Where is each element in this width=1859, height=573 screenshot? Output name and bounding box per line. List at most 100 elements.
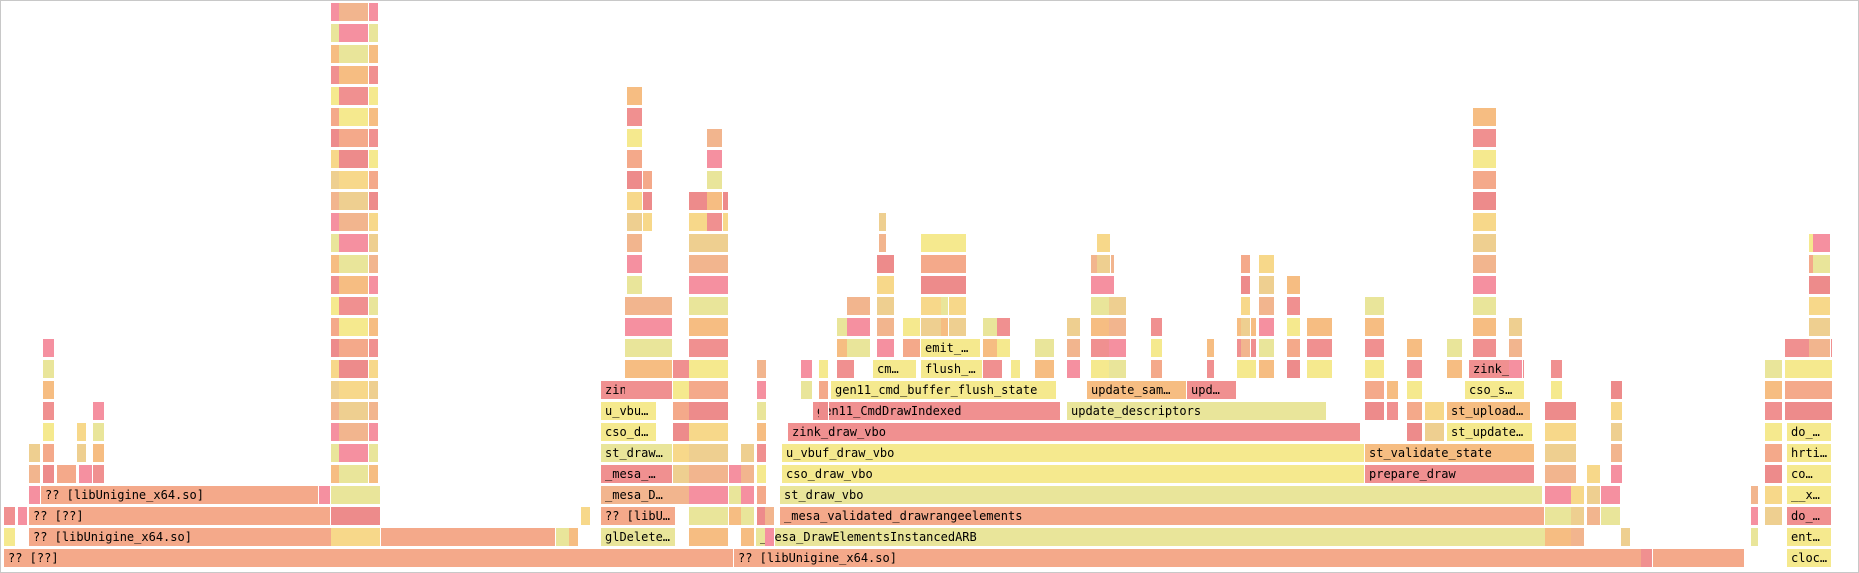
flame-frame[interactable]	[707, 171, 723, 190]
flame-frame[interactable]	[1207, 360, 1215, 379]
flame-frame[interactable]	[877, 276, 895, 295]
flame-frame[interactable]	[339, 129, 369, 148]
flame-frame[interactable]	[43, 381, 55, 400]
flame-frame[interactable]: st_draw_vbo	[780, 486, 1543, 505]
flame-frame[interactable]	[1545, 402, 1577, 421]
flame-frame[interactable]	[1035, 360, 1055, 379]
flame-frame[interactable]	[331, 486, 381, 505]
flame-frame[interactable]	[369, 234, 379, 253]
flame-frame[interactable]: update_descriptors	[1067, 402, 1327, 421]
flame-frame[interactable]	[1365, 402, 1385, 421]
flame-frame[interactable]	[757, 381, 767, 400]
flame-frame[interactable]	[1287, 360, 1301, 379]
flame-frame[interactable]	[689, 444, 729, 463]
flame-frame[interactable]	[1473, 318, 1497, 337]
flame-frame[interactable]	[29, 465, 41, 484]
flame-frame[interactable]: do_…	[1787, 423, 1832, 442]
flame-frame[interactable]	[741, 507, 755, 526]
flame-frame[interactable]	[79, 465, 93, 484]
flame-frame[interactable]	[689, 234, 729, 253]
flame-frame[interactable]	[1621, 528, 1631, 547]
flame-frame[interactable]	[689, 507, 729, 526]
flame-frame[interactable]: ?? [libUn…	[601, 507, 676, 526]
flame-frame[interactable]	[339, 423, 369, 442]
flame-frame[interactable]	[339, 0, 369, 1]
flame-frame[interactable]	[339, 444, 369, 463]
flame-frame[interactable]: ?? [??]	[4, 549, 734, 568]
flame-frame[interactable]	[643, 171, 653, 190]
flame-frame[interactable]	[1425, 402, 1445, 421]
flame-frame[interactable]	[93, 402, 105, 421]
flame-frame[interactable]	[369, 171, 379, 190]
flame-frame[interactable]	[339, 297, 369, 316]
flame-frame[interactable]	[1067, 318, 1081, 337]
flame-frame[interactable]	[627, 213, 643, 232]
flame-frame[interactable]	[1809, 318, 1831, 337]
flame-frame[interactable]	[57, 465, 77, 484]
flame-frame[interactable]	[879, 213, 887, 232]
flame-frame[interactable]	[1809, 297, 1831, 316]
flame-frame[interactable]	[1473, 339, 1497, 358]
flame-frame[interactable]	[569, 528, 579, 547]
flame-frame[interactable]	[1551, 381, 1563, 400]
flame-frame[interactable]	[1587, 507, 1601, 526]
flame-frame[interactable]	[1571, 486, 1585, 505]
flame-frame[interactable]: ?? [libUnigine_x64.so]	[734, 549, 1745, 568]
flame-frame[interactable]	[877, 255, 895, 274]
flame-frame[interactable]	[627, 108, 643, 127]
flame-frame[interactable]	[1473, 129, 1497, 148]
flame-frame[interactable]	[819, 360, 829, 379]
flame-frame[interactable]	[1509, 360, 1523, 379]
flame-frame[interactable]	[819, 381, 829, 400]
flame-frame[interactable]	[1151, 318, 1163, 337]
flame-frame[interactable]	[757, 402, 767, 421]
flame-frame[interactable]	[339, 402, 369, 421]
flame-frame[interactable]	[77, 444, 87, 463]
flame-frame[interactable]	[1407, 402, 1423, 421]
flame-frame[interactable]	[1601, 486, 1621, 505]
flame-frame[interactable]	[1765, 402, 1783, 421]
flame-frame[interactable]	[331, 507, 381, 526]
flame-frame[interactable]	[581, 507, 591, 526]
flame-frame[interactable]	[369, 297, 379, 316]
flame-frame[interactable]: zink_draw_vbo	[788, 423, 1361, 442]
flame-frame[interactable]	[339, 150, 369, 169]
flame-frame[interactable]	[369, 192, 379, 211]
flame-frame[interactable]	[1545, 444, 1577, 463]
flame-frame[interactable]	[1611, 402, 1623, 421]
flame-frame[interactable]	[689, 423, 729, 442]
flame-frame[interactable]: _mesa_DrawElementsInstancedARB	[756, 528, 1546, 547]
flame-frame[interactable]	[757, 423, 767, 442]
flame-frame[interactable]	[339, 360, 369, 379]
flame-frame[interactable]	[369, 129, 379, 148]
flame-frame[interactable]: u_vbu…	[601, 402, 657, 421]
flame-frame[interactable]	[339, 234, 369, 253]
flame-frame[interactable]	[997, 318, 1011, 337]
flame-frame[interactable]: cm…	[873, 360, 917, 379]
flame-frame[interactable]	[627, 171, 643, 190]
flame-frame[interactable]	[689, 318, 729, 337]
flame-frame[interactable]	[1091, 276, 1115, 295]
flame-frame[interactable]	[879, 234, 887, 253]
flame-frame[interactable]	[921, 234, 967, 253]
flame-frame[interactable]	[1473, 192, 1497, 211]
flame-frame[interactable]	[1751, 486, 1759, 505]
flame-frame[interactable]	[43, 423, 55, 442]
flame-frame[interactable]: upd…	[1187, 381, 1237, 400]
flame-frame[interactable]	[1407, 360, 1423, 379]
flame-frame[interactable]: _mesa_validated_drawrangeelements	[780, 507, 1545, 526]
flame-frame[interactable]	[1259, 339, 1275, 358]
flame-frame[interactable]	[689, 339, 729, 358]
flame-frame[interactable]	[765, 528, 775, 547]
flame-frame[interactable]	[627, 276, 643, 295]
flame-frame[interactable]	[18, 507, 28, 526]
flame-frame[interactable]	[1785, 360, 1833, 379]
flame-frame[interactable]: __x…	[1787, 486, 1832, 505]
flame-frame[interactable]: st_update…	[1447, 423, 1533, 442]
flame-frame[interactable]: hrti…	[1787, 444, 1832, 463]
flame-frame[interactable]	[1813, 255, 1831, 274]
flame-frame[interactable]: cloc…	[1787, 549, 1832, 568]
flame-frame[interactable]	[1765, 507, 1783, 526]
flame-frame[interactable]	[1151, 360, 1163, 379]
flame-frame[interactable]	[369, 150, 379, 169]
